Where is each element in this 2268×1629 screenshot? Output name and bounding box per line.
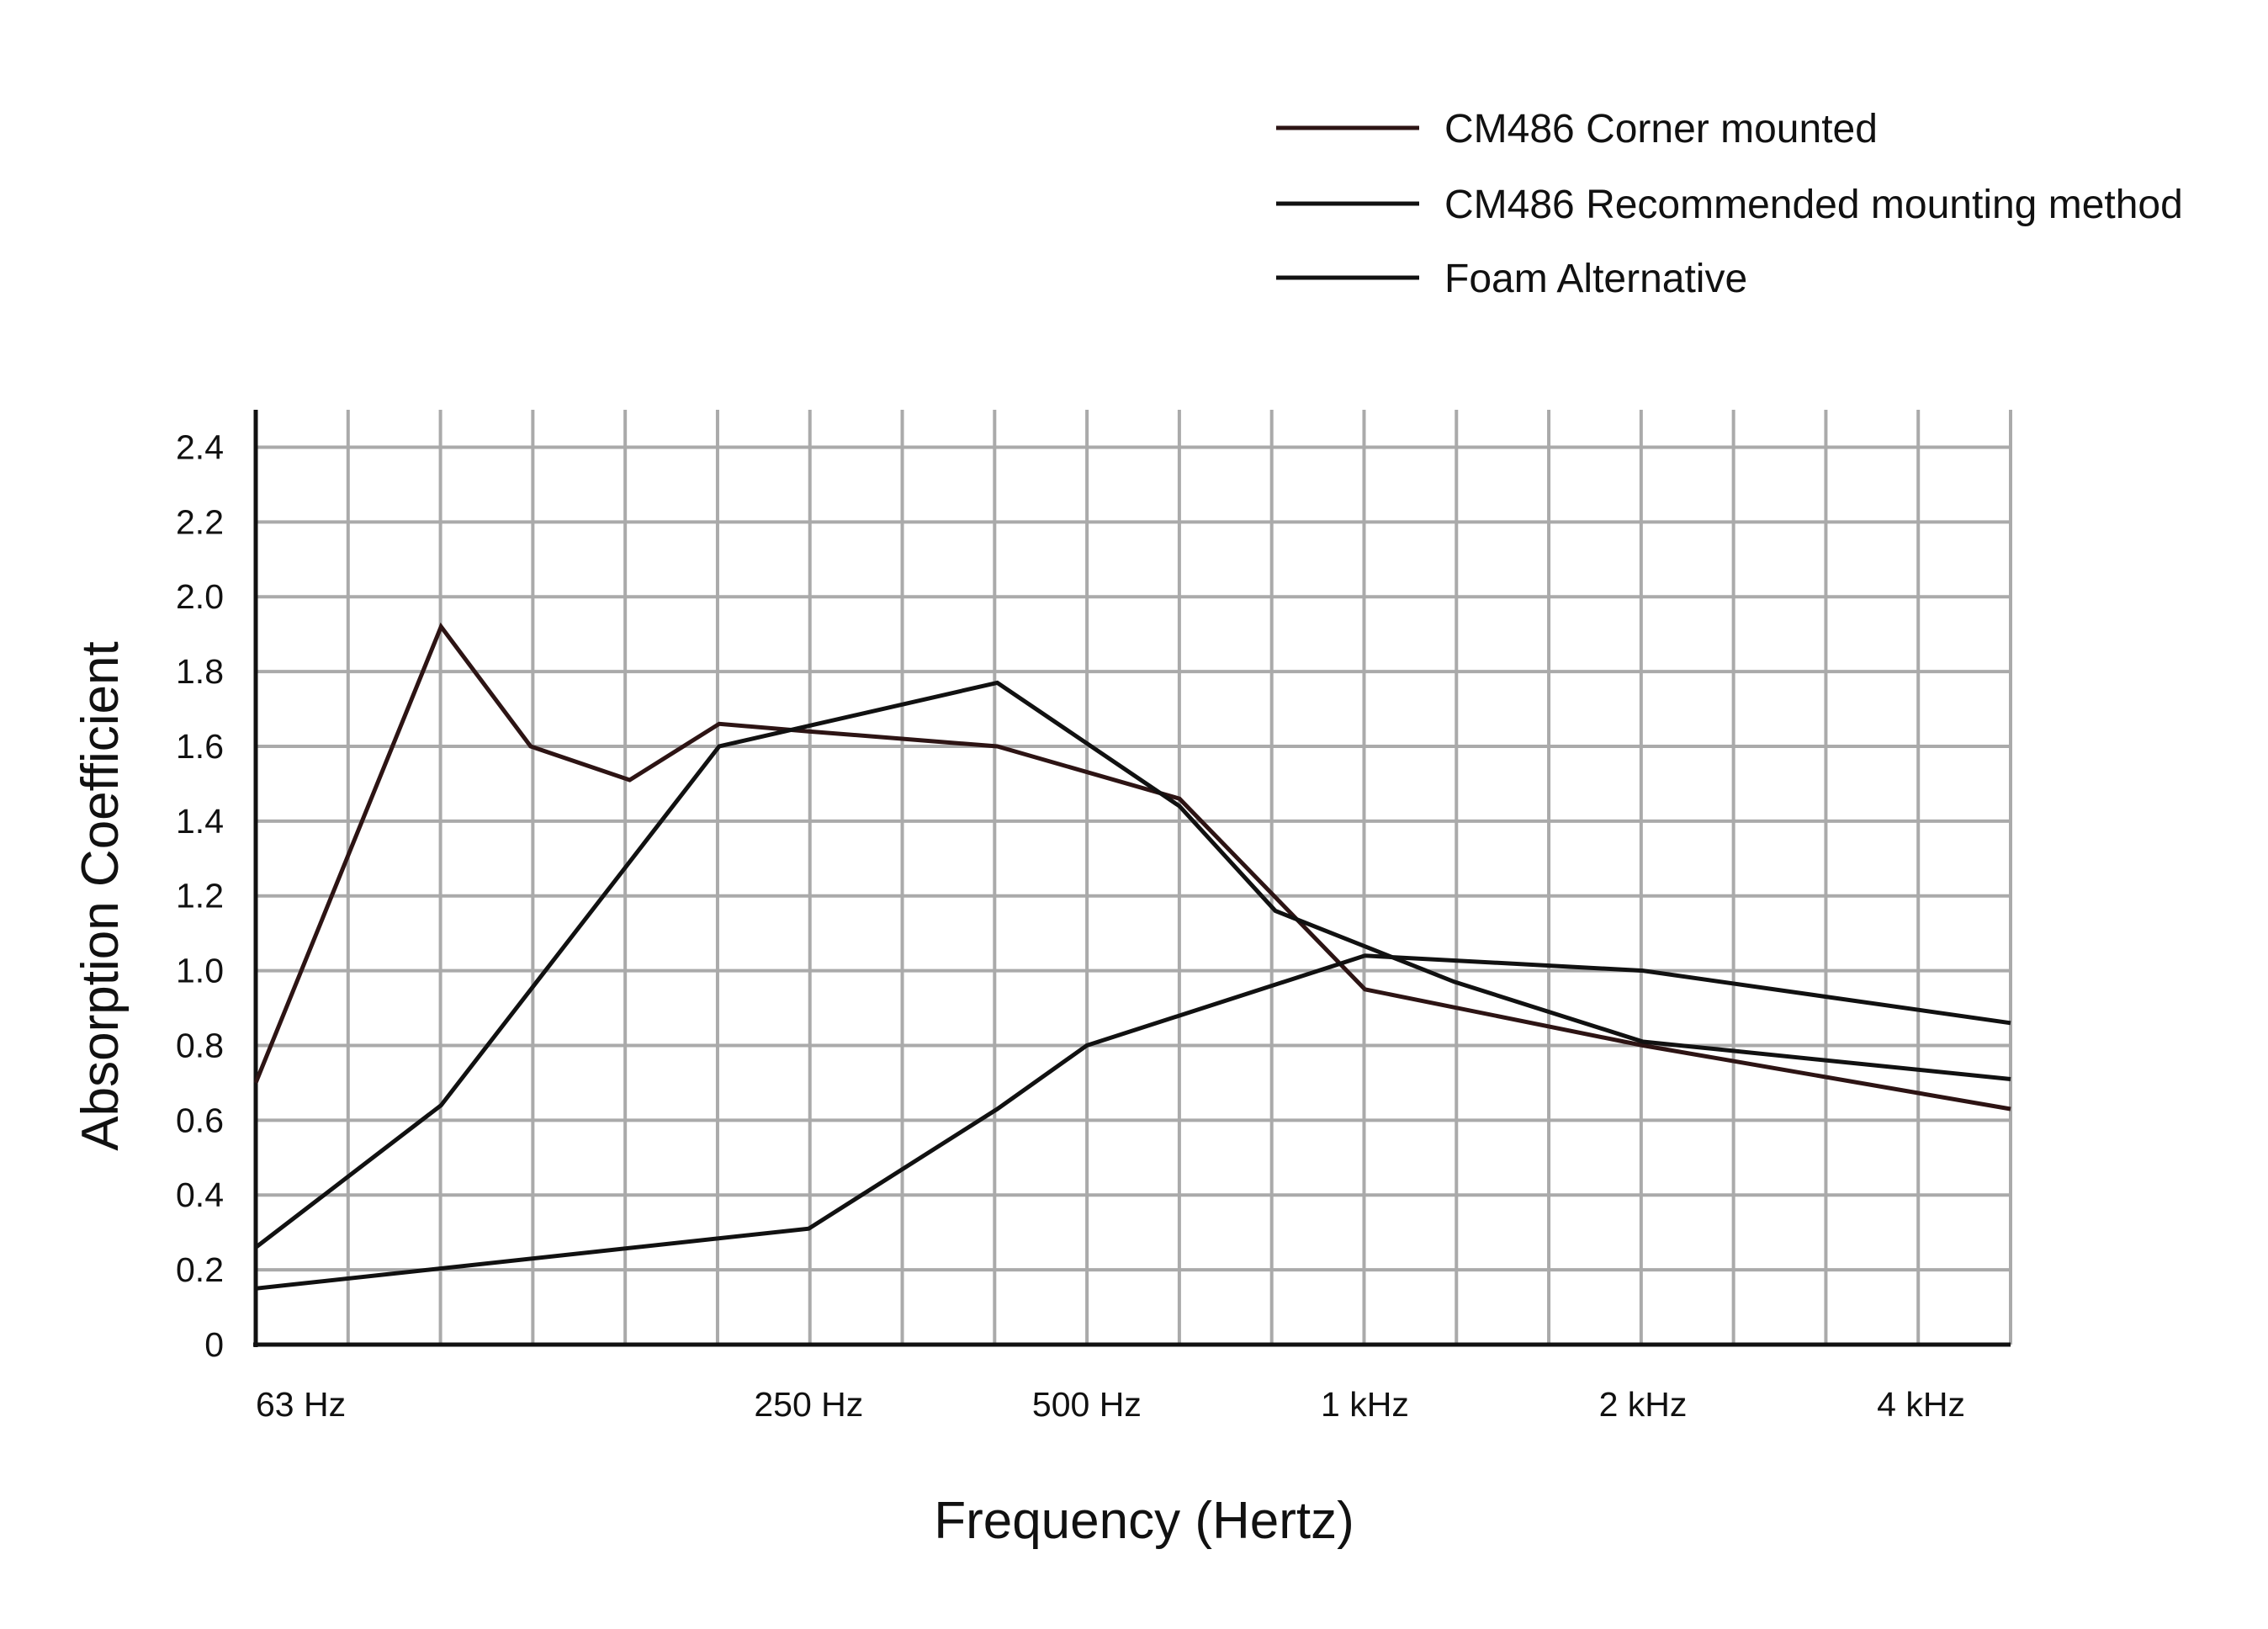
series-line-2 — [254, 680, 2011, 1250]
legend-label-3: Foam Alternative — [1444, 257, 1747, 301]
y-tick-label: 0.6 — [176, 1101, 224, 1139]
y-tick-label: 1.2 — [176, 877, 224, 915]
x-tick-label: 4 kHz — [1877, 1385, 1965, 1424]
series-line-3 — [255, 953, 2011, 1291]
x-tick-label: 500 Hz — [1032, 1385, 1142, 1424]
axes — [253, 410, 2011, 1347]
tick-labels: 0 0.2 0.4 0.6 0.8 1.0 1.2 1.4 1.6 1.8 2.0 2.2 2.4 63 … — [176, 427, 1965, 1424]
x-axis-title: Frequency (Hertz) — [934, 1492, 1354, 1550]
y-tick-label: 0.8 — [176, 1026, 224, 1064]
y-tick-label: 0.4 — [176, 1175, 224, 1214]
y-tick-label: 0.2 — [176, 1250, 224, 1289]
y-tick-label: 1.8 — [176, 652, 224, 691]
legend-label-1: CM486 Corner mounted — [1444, 107, 1878, 151]
y-tick-label: 1.4 — [176, 802, 224, 841]
y-tick-label: 0 — [204, 1325, 224, 1364]
legend-label-2: CM486 Recommended mounting method — [1444, 183, 2183, 227]
gridlines — [256, 410, 2012, 1345]
y-tick-label: 1.0 — [176, 952, 224, 990]
y-axis-title: Absorption Coefficient — [72, 641, 130, 1150]
series-lines — [253, 622, 2011, 1291]
x-tick-label: 2 kHz — [1599, 1385, 1688, 1424]
y-tick-label: 2.0 — [176, 577, 224, 616]
y-tick-label: 2.4 — [176, 427, 224, 466]
legend: CM486 Corner mounted CM486 Recommended mo… — [1276, 107, 2183, 301]
series-line-1 — [253, 622, 2011, 1112]
y-tick-label: 2.2 — [176, 502, 224, 541]
x-tick-label: 63 Hz — [256, 1385, 346, 1424]
x-tick-label: 1 kHz — [1321, 1385, 1409, 1424]
y-tick-label: 1.6 — [176, 727, 224, 766]
x-tick-label: 250 Hz — [754, 1385, 863, 1424]
